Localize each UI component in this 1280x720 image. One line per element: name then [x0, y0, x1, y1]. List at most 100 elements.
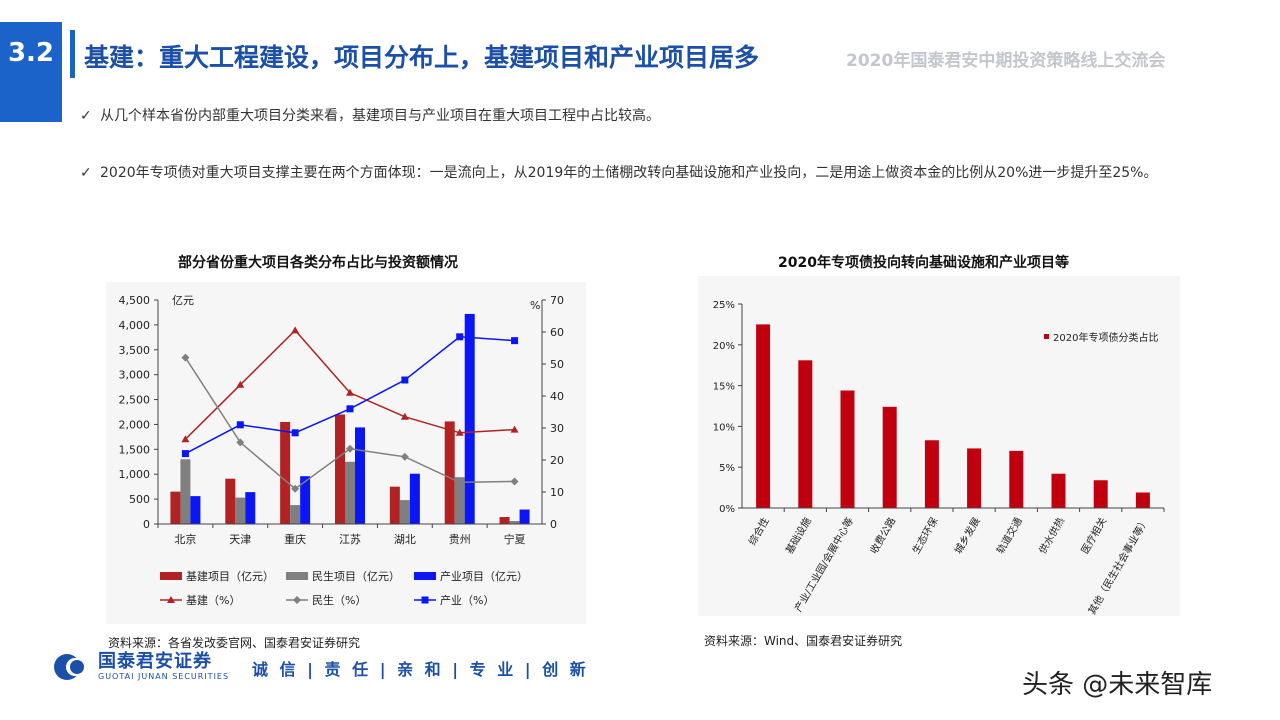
chart-right-source: 资料来源：Wind、国泰君安证券研究 [704, 634, 903, 648]
logo-chinese-name: 国泰君安证券 [98, 651, 212, 672]
chart-left-bar [355, 427, 365, 524]
chart-left-y2label: % [530, 299, 540, 312]
bullet-text-2: 2020年专项债对重大项目支撑主要在两个方面体现：一是流向上，从2019年的土储… [100, 165, 1158, 181]
chart-left-point [236, 380, 245, 388]
chart-left-category-label: 湖北 [394, 533, 416, 546]
chart-left-bar [389, 486, 400, 524]
chart-left-bar [519, 509, 530, 524]
chart-left-y2tick-label: 60 [550, 326, 564, 339]
chart-left-bar [190, 496, 201, 524]
chart-right-category-label: 综合性 [745, 515, 771, 547]
chart-right-ytick-label: 25% [713, 300, 735, 311]
chart-left-ytick-label: 500 [129, 493, 150, 506]
chart-left-ylabel: 亿元 [172, 294, 194, 307]
chart-right-panel: 0% 5% 10% 15% 20% 25% 综合性 基础设施 产业/工业园/会展中心等 收费公路生… [698, 276, 1180, 617]
section-number-badge: 3.2 [0, 22, 62, 122]
chart-left-bar [170, 491, 181, 524]
chart-left-point [400, 412, 409, 420]
chart-left-ytick-label: 4,500 [119, 294, 151, 307]
chart-left-legend-label: 民生项目（亿元） [312, 569, 400, 583]
chart-left-legend-label: 基建项目（亿元） [186, 569, 274, 583]
chart-right-category-label: 轨道交通 [994, 515, 1025, 556]
chart-left-bar [444, 421, 455, 524]
chart-left-category-label: 天津 [229, 533, 251, 546]
logo-english-name: GUOTAI JUNAN SECURITIES [98, 672, 230, 681]
title-accent-bar [70, 30, 75, 78]
chart-left-point [346, 388, 354, 396]
chart-left-bar [399, 500, 410, 524]
chart-right-title: 2020年专项债投向转向基础设施和产业项目等 [778, 255, 1069, 271]
bullet-point-1: ✓ 从几个样本省份内部重大项目分类来看，基建项目与产业项目在重大项目工程中占比较… [80, 103, 1180, 130]
chart-left-ytick-label: 1,000 [119, 468, 151, 481]
chart-left-ytick-label: 0 [143, 518, 150, 531]
chart-left-y2tick-label: 10 [550, 486, 564, 499]
chart-left-bar [464, 313, 475, 524]
chart-left-y2tick-label: 70 [550, 294, 564, 307]
chart-left-bar [509, 521, 520, 524]
chart-right-category-label: 收费公路 [867, 515, 898, 556]
chart-right-bar [1051, 473, 1066, 508]
chart-left-legend-swatch [414, 572, 436, 580]
chart-left-bar [245, 492, 256, 524]
chart-right-bar [840, 390, 855, 508]
chart-left-legend-label: 基建（%） [186, 593, 240, 607]
event-name: 2020年国泰君安中期投资策略线上交流会 [846, 51, 1166, 71]
chart-right-legend-swatch [1044, 334, 1049, 339]
chart-left-category-label: 江苏 [339, 533, 361, 546]
chart-right-legend-label: 2020年专项债分类占比 [1053, 331, 1158, 344]
chart-left-bar [499, 517, 510, 524]
chart-right-bar [1009, 450, 1024, 508]
chart-left-legend-swatch [160, 572, 182, 580]
chart-left-point [291, 484, 300, 493]
chart-left-ytick-label: 4,000 [119, 319, 151, 332]
logo-mark-icon [54, 653, 90, 680]
chart-left-bar [235, 497, 246, 524]
chart-left-category-label: 宁夏 [504, 532, 526, 546]
chart-left-bar [300, 476, 311, 524]
chart-left-y2tick-label: 40 [550, 390, 564, 403]
chart-left-bar [335, 414, 345, 524]
chart-left-bar [290, 505, 301, 524]
chart-left-bar [180, 459, 191, 524]
chart-right-category-label: 城乡发展 [951, 515, 982, 556]
chart-left-point [400, 452, 409, 461]
chart-left-point [181, 353, 190, 362]
chart-right-ytick-label: 20% [713, 341, 735, 352]
chart-right-ytick-label: 15% [713, 382, 735, 393]
chart-left-legend-marker [421, 596, 429, 604]
chart-left-ytick-label: 2,000 [119, 418, 151, 431]
chart-left-point [511, 337, 519, 345]
chart-left-legend-label: 产业（%） [440, 593, 494, 607]
chart-left-bar [225, 478, 236, 524]
checkmark-icon: ✓ [80, 108, 92, 124]
chart-left-ytick-label: 1,500 [119, 443, 151, 456]
chart-left: 亿元 % 05001,0001,5002,0002,5003,0003,5004… [119, 294, 565, 607]
chart-left-point [346, 405, 354, 413]
chart-left-category-label: 北京 [174, 532, 196, 546]
chart-left-point [510, 477, 519, 486]
chart-left-point [346, 444, 354, 453]
chart-right-category-label: 生态环保 [909, 515, 940, 556]
chart-left-point [181, 435, 190, 443]
company-slogan: 诚 信 | 责 任 | 亲 和 | 专 业 | 创 新 [252, 660, 589, 679]
chart-left-legend-marker [167, 596, 175, 603]
chart-left-ytick-label: 3,000 [119, 369, 151, 382]
chart-left-point [455, 428, 464, 436]
bullet-text-1: 从几个样本省份内部重大项目分类来看，基建项目与产业项目在重大项目工程中占比较高。 [100, 108, 660, 124]
chart-left-point [455, 478, 464, 487]
chart-left-legend-marker [293, 596, 301, 604]
chart-left-point [236, 421, 244, 429]
bullet-point-2: ✓ 2020年专项债对重大项目支撑主要在两个方面体现：一是流向上，从2019年的… [80, 160, 1180, 187]
chart-right-bar [756, 324, 771, 508]
chart-right-category-label: 医疗相关 [1078, 515, 1109, 556]
watermark: 头条 @未来智库 [1022, 670, 1213, 700]
chart-right-bar [882, 406, 897, 508]
checkmark-icon: ✓ [80, 165, 92, 181]
chart-right: 0%5%10%15%20%25%综合性 基础设施产业/工业园/会展中心等 收费公路生… [713, 300, 1165, 617]
chart-left-point [236, 438, 245, 447]
chart-left-y2tick-label: 50 [550, 358, 564, 371]
chart-right-bar [967, 448, 982, 508]
chart-right-category-label: 供水供热 [1036, 515, 1067, 556]
chart-left-point [291, 326, 300, 334]
chart-left-ytick-label: 2,500 [119, 394, 151, 407]
